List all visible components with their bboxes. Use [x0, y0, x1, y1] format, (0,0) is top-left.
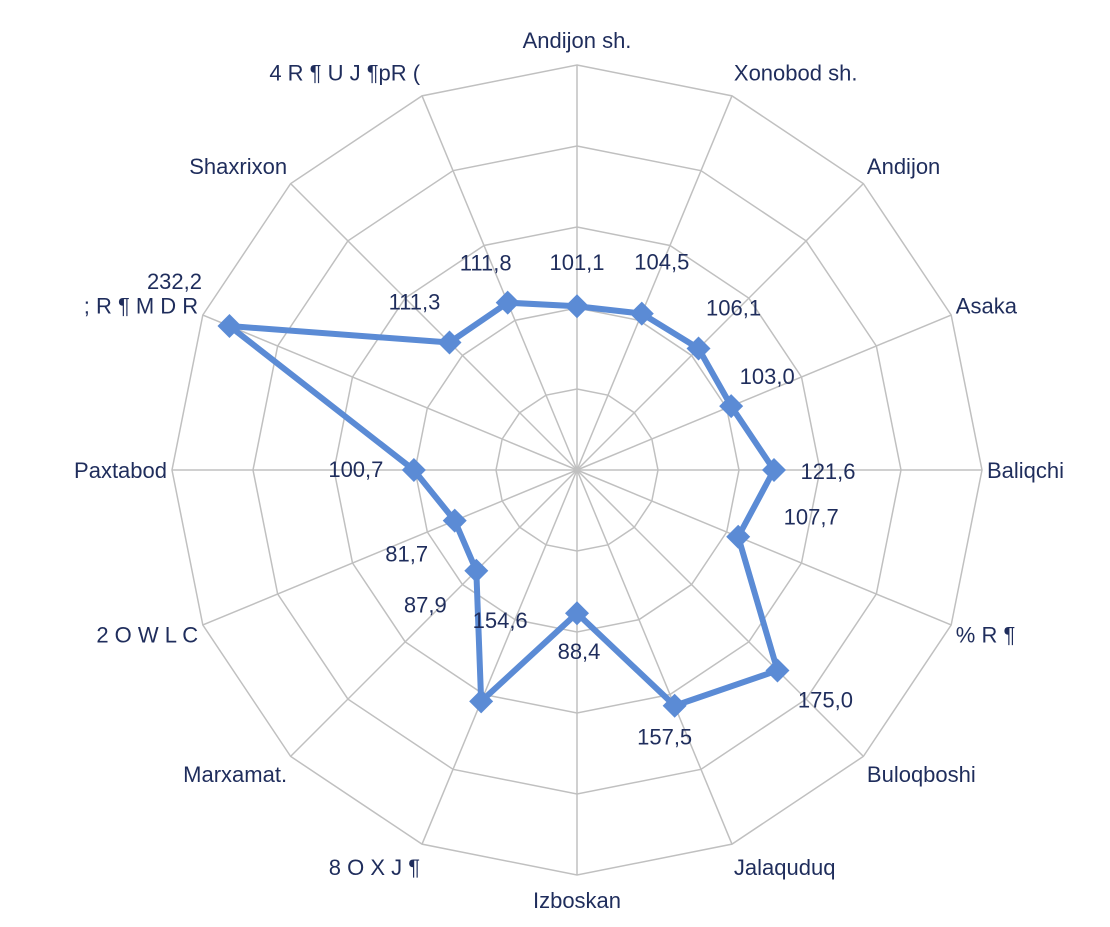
marker: [442, 508, 467, 533]
marker: [217, 314, 242, 339]
category-label: Paxtabod: [74, 458, 167, 483]
spoke: [421, 469, 578, 845]
spoke: [290, 469, 578, 757]
data-label: 101,1: [549, 250, 604, 275]
category-label: Shaxrixon: [189, 154, 287, 179]
marker: [719, 394, 744, 419]
data-label: 111,8: [460, 250, 512, 275]
marker: [726, 524, 751, 549]
category-label: 4 R ¶ U J ¶pR (: [269, 61, 420, 86]
category-label: Buloqboshi: [867, 762, 976, 787]
spoke: [576, 469, 733, 845]
category-label: 8 O X J ¶: [329, 855, 420, 880]
spoke: [421, 95, 578, 471]
marker: [464, 558, 489, 583]
marker: [765, 658, 790, 683]
data-label: 104,5: [634, 249, 689, 274]
data-label: 106,1: [706, 295, 761, 320]
category-label: Asaka: [956, 293, 1018, 318]
category-label: Marxamat.: [183, 762, 287, 787]
category-label: Xonobod sh.: [734, 61, 858, 86]
spoke: [202, 314, 578, 471]
spoke: [576, 314, 952, 471]
data-label: 121,6: [800, 459, 855, 484]
spoke: [290, 183, 578, 471]
data-label: 107,7: [784, 505, 839, 530]
spoke: [202, 469, 578, 626]
category-label: Izboskan: [533, 888, 621, 913]
data-label: 154,6: [473, 608, 528, 633]
category-label: Baliqchi: [987, 458, 1064, 483]
data-label: 87,9: [404, 593, 447, 618]
marker: [565, 601, 589, 626]
data-label: 111,3: [389, 289, 441, 314]
data-label: 232,2: [147, 269, 202, 294]
spoke: [576, 183, 864, 471]
data-label: 103,0: [740, 364, 795, 389]
data-label: 175,0: [798, 687, 853, 712]
marker: [662, 693, 687, 718]
category-label: Andijon: [867, 154, 940, 179]
spoke: [576, 469, 952, 626]
data-label: 88,4: [558, 639, 601, 664]
data-label: 81,7: [385, 541, 428, 566]
category-label: % R ¶: [956, 622, 1016, 647]
category-label: Andijon sh.: [523, 28, 632, 53]
marker: [686, 336, 711, 361]
marker: [495, 290, 520, 315]
category-label: ; R ¶ M D R: [84, 293, 198, 318]
category-label: 2 O W L C: [96, 622, 198, 647]
spoke: [576, 95, 733, 471]
data-label: 100,7: [328, 457, 383, 482]
marker: [629, 301, 654, 326]
marker: [401, 458, 426, 482]
data-label: 157,5: [637, 725, 692, 750]
marker: [437, 330, 462, 355]
marker: [565, 294, 589, 319]
spoke: [576, 469, 864, 757]
marker: [469, 689, 494, 714]
category-label: Jalaquduq: [734, 855, 836, 880]
marker: [761, 458, 786, 482]
